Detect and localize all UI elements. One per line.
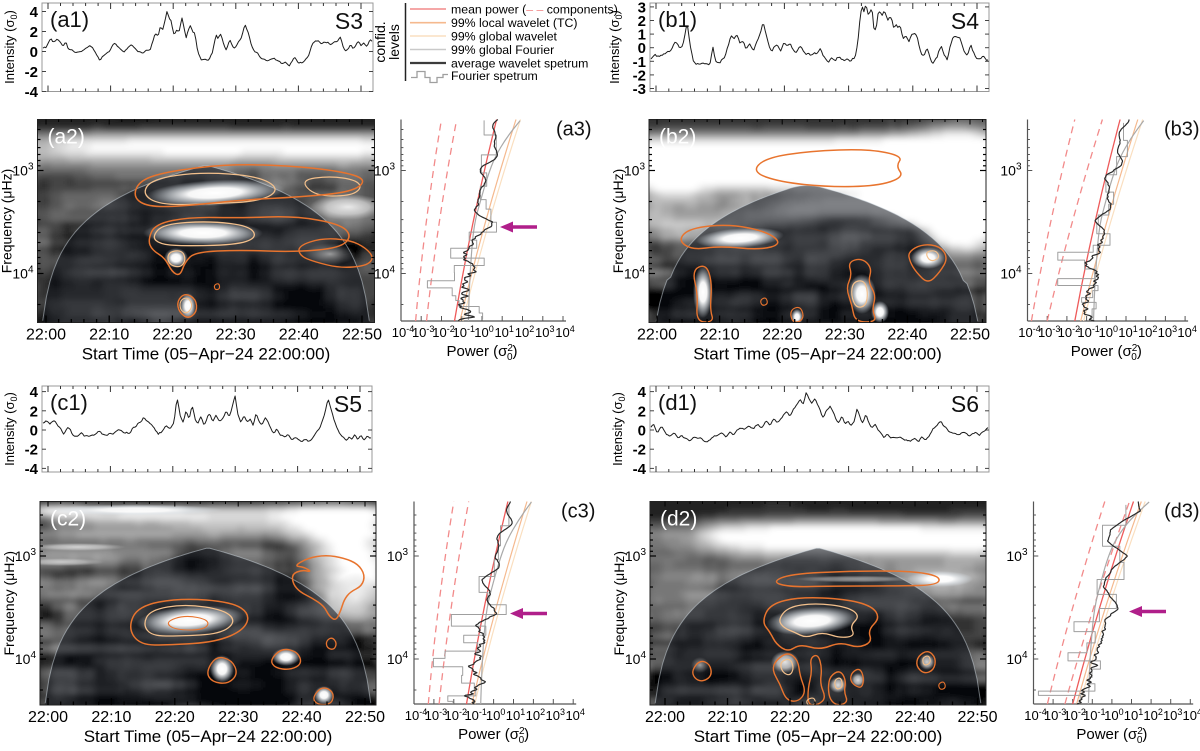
svg-text:S5: S5 (334, 391, 362, 417)
svg-text:99% global wavelet: 99% global wavelet (451, 30, 558, 44)
svg-text:mean power (– – components): mean power (– – components) (451, 3, 618, 17)
svg-text:(b1): (b1) (658, 7, 697, 32)
svg-text:average wavelet spetrum: average wavelet spetrum (451, 57, 588, 71)
svg-text:1: 1 (638, 27, 646, 44)
svg-text:4: 4 (638, 384, 647, 401)
svg-text:S3: S3 (335, 8, 363, 34)
svg-text:Start Time (05−Apr−24 22:00:00: Start Time (05−Apr−24 22:00:00) (694, 727, 943, 746)
svg-text:(d2): (d2) (660, 508, 697, 531)
svg-text:22:50: 22:50 (950, 327, 990, 344)
svg-text:-4: -4 (25, 461, 39, 478)
svg-text:Frequency (μHz): Frequency (μHz) (611, 551, 627, 656)
svg-text:22:10: 22:10 (91, 709, 131, 726)
svg-text:Frequency (μHz): Frequency (μHz) (0, 169, 15, 274)
svg-text:22:30: 22:30 (832, 709, 872, 726)
svg-text:22:20: 22:20 (770, 709, 810, 726)
svg-text:99% global Fourier: 99% global Fourier (451, 43, 554, 57)
svg-text:-4: -4 (633, 461, 647, 478)
svg-text:Power (σ20): Power (σ2 0) (458, 726, 529, 746)
svg-text:22:00: 22:00 (28, 709, 68, 726)
svg-text:0: 0 (638, 40, 646, 57)
svg-text:22:30: 22:30 (825, 327, 865, 344)
svg-text:Intensity (σ0): Intensity (σ0) (607, 10, 624, 84)
svg-text:(a2): (a2) (48, 126, 85, 149)
svg-text:22:50: 22:50 (345, 709, 385, 726)
svg-text:(b2): (b2) (659, 126, 696, 149)
svg-text:Power (σ20): Power (σ2 0) (446, 343, 517, 363)
svg-text:104: 104 (1183, 707, 1200, 723)
svg-text:(b3): (b3) (1164, 119, 1200, 141)
svg-text:-2: -2 (633, 442, 646, 459)
svg-text:Intensity (σ0): Intensity (σ0) (610, 392, 627, 466)
svg-text:(c3): (c3) (561, 501, 595, 523)
svg-text:Frequency (μHz): Frequency (μHz) (1, 551, 17, 656)
svg-text:Power (σ20): Power (σ2 0) (1076, 726, 1147, 746)
svg-text:3: 3 (638, 0, 646, 16)
svg-text:-4: -4 (25, 84, 39, 101)
svg-text:levels: levels (386, 24, 402, 60)
svg-text:Intensity (σ0): Intensity (σ0) (2, 392, 19, 466)
svg-text:2: 2 (30, 24, 38, 41)
svg-text:(c1): (c1) (50, 390, 88, 415)
svg-text:99% local wavelet (TC): 99% local wavelet (TC) (451, 16, 577, 30)
svg-text:0: 0 (30, 44, 38, 61)
svg-text:(a3): (a3) (556, 119, 592, 141)
svg-text:-3: -3 (633, 81, 646, 98)
svg-text:22:00: 22:00 (26, 327, 66, 344)
svg-text:22:40: 22:40 (279, 327, 319, 344)
svg-text:(c2): (c2) (50, 508, 86, 531)
svg-text:Frequency (μHz): Frequency (μHz) (610, 169, 626, 274)
svg-text:22:10: 22:10 (707, 709, 747, 726)
svg-text:22:20: 22:20 (762, 327, 802, 344)
svg-text:2: 2 (638, 13, 646, 30)
svg-text:2: 2 (30, 403, 38, 420)
svg-text:Start Time (05−Apr−24 22:00:00: Start Time (05−Apr−24 22:00:00) (84, 727, 333, 746)
svg-text:S4: S4 (951, 8, 979, 34)
svg-text:Fourier spetrum: Fourier spetrum (451, 69, 538, 83)
svg-text:-2: -2 (633, 67, 646, 84)
svg-text:-1: -1 (633, 54, 646, 71)
svg-text:2: 2 (638, 403, 646, 420)
svg-text:Start Time (05−Apr−24 22:00:00: Start Time (05−Apr−24 22:00:00) (82, 345, 331, 364)
svg-text:22:20: 22:20 (155, 709, 195, 726)
svg-text:22:30: 22:30 (218, 709, 258, 726)
svg-text:Intensity (σ0): Intensity (σ0) (2, 10, 19, 84)
svg-text:22:40: 22:40 (282, 709, 322, 726)
svg-text:22:00: 22:00 (637, 327, 677, 344)
svg-text:-2: -2 (25, 442, 38, 459)
svg-text:(d3): (d3) (1164, 501, 1200, 523)
svg-text:22:40: 22:40 (895, 709, 935, 726)
svg-text:22:00: 22:00 (645, 709, 685, 726)
svg-text:0: 0 (30, 423, 38, 440)
svg-text:Start Time (05−Apr−24 22:00:00: Start Time (05−Apr−24 22:00:00) (693, 345, 942, 364)
svg-text:(a1): (a1) (50, 7, 89, 32)
svg-text:4: 4 (30, 4, 39, 21)
svg-text:-2: -2 (25, 64, 38, 81)
svg-text:S6: S6 (951, 391, 979, 417)
svg-text:22:10: 22:10 (89, 327, 129, 344)
svg-text:4: 4 (30, 384, 39, 401)
svg-text:22:40: 22:40 (887, 327, 927, 344)
svg-text:(d1): (d1) (658, 390, 697, 415)
svg-text:22:10: 22:10 (700, 327, 740, 344)
svg-text:Power (σ20): Power (σ2 0) (1071, 343, 1142, 363)
svg-text:0: 0 (638, 423, 646, 440)
svg-text:confid.: confid. (372, 21, 388, 62)
svg-text:22:20: 22:20 (152, 327, 192, 344)
svg-text:22:50: 22:50 (957, 709, 997, 726)
svg-text:22:50: 22:50 (342, 327, 382, 344)
svg-text:22:30: 22:30 (216, 327, 256, 344)
